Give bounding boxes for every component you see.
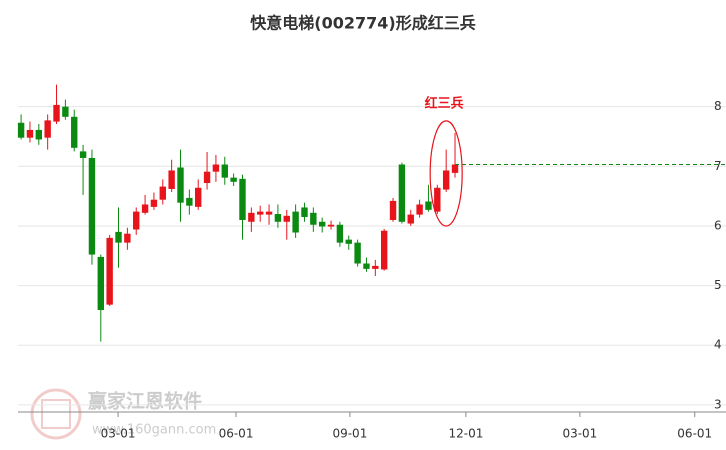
candle-body — [248, 212, 255, 222]
candle-body — [17, 122, 25, 138]
candle-body — [274, 214, 282, 222]
candle-body — [292, 211, 299, 233]
candle-body — [168, 170, 175, 189]
candle-body — [133, 211, 140, 230]
candle-body — [53, 104, 60, 122]
candle-body — [416, 204, 423, 215]
candle-body — [150, 199, 158, 207]
candle-body — [221, 164, 228, 178]
candle-body — [159, 186, 166, 200]
annotation-ellipse — [429, 120, 463, 227]
candle-body — [203, 171, 211, 184]
candle-body — [301, 207, 308, 217]
candle-body — [115, 231, 122, 243]
x-tick-label: 12-01 — [448, 427, 483, 441]
candle-body — [239, 178, 246, 220]
candle-body — [26, 129, 34, 138]
candle-body — [451, 164, 459, 173]
candle-body — [79, 151, 87, 158]
candle-body — [71, 116, 78, 148]
candle-body — [141, 204, 149, 213]
y-tick-label: 6 — [714, 218, 722, 232]
candle-body — [389, 200, 397, 220]
candle-body — [425, 201, 432, 210]
candle-body — [62, 106, 69, 117]
candle-body — [265, 211, 273, 215]
chart-title: 快意电梯(002774)形成红三兵 — [250, 14, 475, 33]
x-tick-label: 09-01 — [332, 427, 367, 441]
candle-body — [345, 239, 352, 244]
candle-body — [256, 211, 264, 215]
y-tick-label: 7 — [714, 159, 722, 173]
candle-body — [97, 256, 104, 311]
candle-body — [106, 237, 113, 305]
candle-body — [407, 214, 414, 224]
y-tick-label: 3 — [714, 397, 722, 411]
candle-body — [354, 242, 361, 264]
candle-body — [310, 212, 317, 225]
candle-body — [195, 187, 202, 207]
candle-body — [363, 263, 370, 269]
watermark: 赢家江恩软件 — [88, 390, 202, 413]
candle-body — [186, 197, 193, 206]
watermark-url: www.160gann.com — [92, 423, 216, 438]
candle-body — [35, 129, 43, 140]
annotation: 红三兵 — [425, 96, 464, 112]
candle-body — [88, 157, 96, 255]
y-tick-label: 8 — [714, 99, 722, 113]
candle-body — [212, 164, 220, 172]
candle-body — [318, 221, 326, 227]
candle-body — [336, 224, 344, 243]
y-tick-label: 4 — [714, 338, 722, 352]
candle-body — [372, 265, 379, 269]
candle-body — [434, 187, 441, 212]
x-tick-label: 06-01 — [677, 427, 712, 441]
candle-body — [44, 120, 51, 138]
x-tick-label: 06-01 — [219, 427, 254, 441]
candle-body — [380, 230, 388, 270]
candle-body — [124, 233, 131, 243]
candle-body — [327, 224, 335, 227]
grid — [18, 106, 726, 406]
x-tick-label: 03-01 — [101, 427, 136, 441]
candle-body — [230, 177, 237, 182]
watermark-logo — [30, 388, 82, 440]
candle-body — [398, 164, 406, 222]
candle-body — [283, 215, 290, 222]
x-tick-label: 03-01 — [562, 427, 597, 441]
candle-body — [177, 167, 184, 203]
candle-body — [442, 170, 450, 190]
y-tick-label: 5 — [714, 278, 722, 292]
